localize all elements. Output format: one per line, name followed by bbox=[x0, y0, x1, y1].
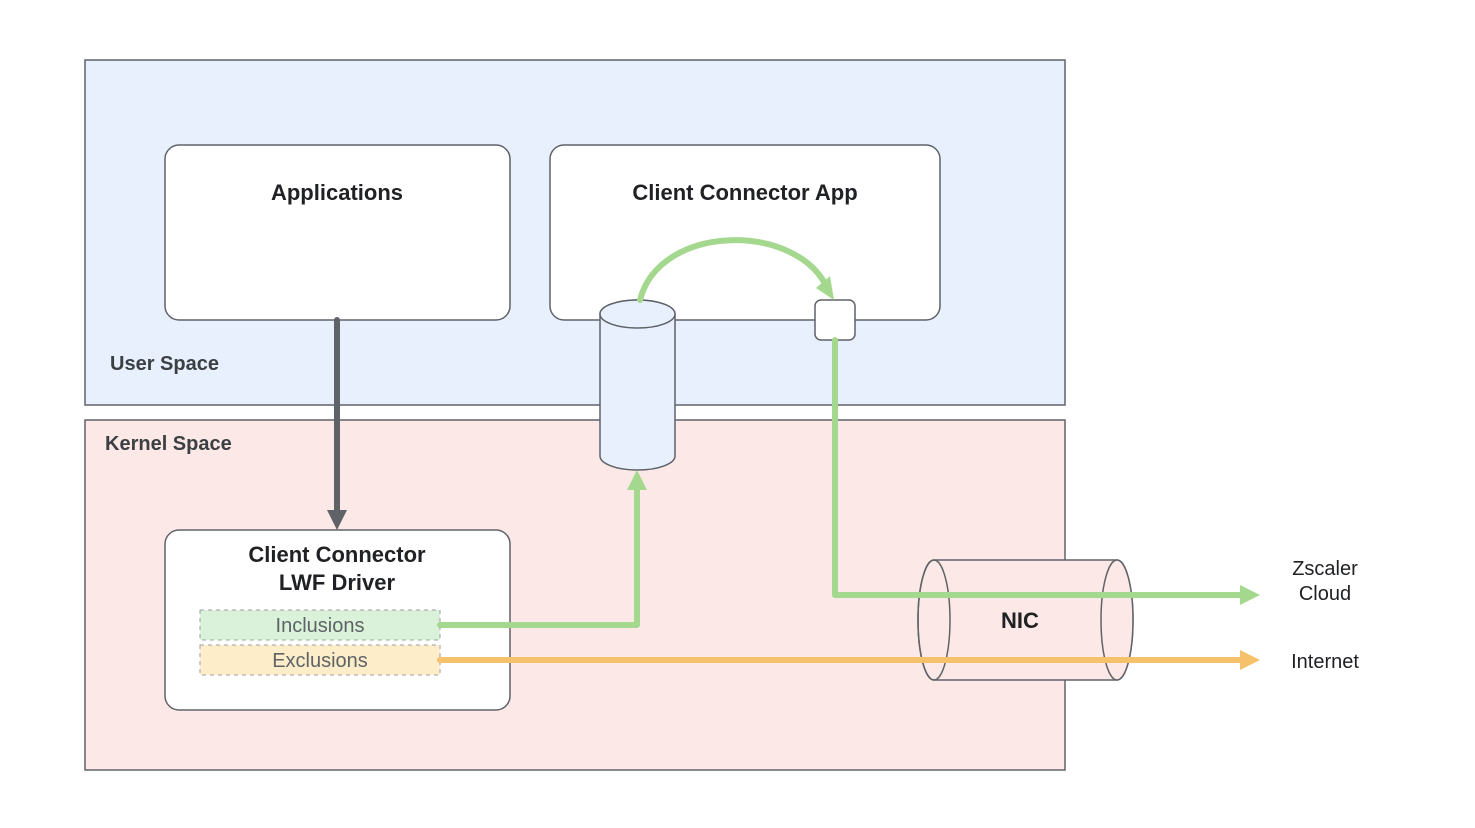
internet-label: Internet bbox=[1291, 651, 1359, 673]
inclusions-label: Inclusions bbox=[276, 615, 365, 637]
kernel-space-label: Kernel Space bbox=[105, 433, 232, 455]
lwf-driver-title-2: LWF Driver bbox=[279, 570, 396, 595]
user-space-label: User Space bbox=[110, 353, 219, 375]
zscaler-cloud-label-2: Cloud bbox=[1299, 583, 1351, 605]
applications-label: Applications bbox=[271, 180, 403, 205]
small-port-box bbox=[815, 300, 855, 340]
zscaler-cloud-label-1: Zscaler bbox=[1292, 558, 1358, 580]
applications-box bbox=[165, 145, 510, 320]
lwf-driver-title-1: Client Connector bbox=[248, 542, 426, 567]
client-connector-app-label: Client Connector App bbox=[632, 180, 857, 205]
exclusions-label: Exclusions bbox=[272, 650, 368, 672]
queue-cylinder bbox=[600, 300, 675, 470]
client-connector-app-box bbox=[550, 145, 940, 320]
nic-label: NIC bbox=[1001, 608, 1039, 633]
